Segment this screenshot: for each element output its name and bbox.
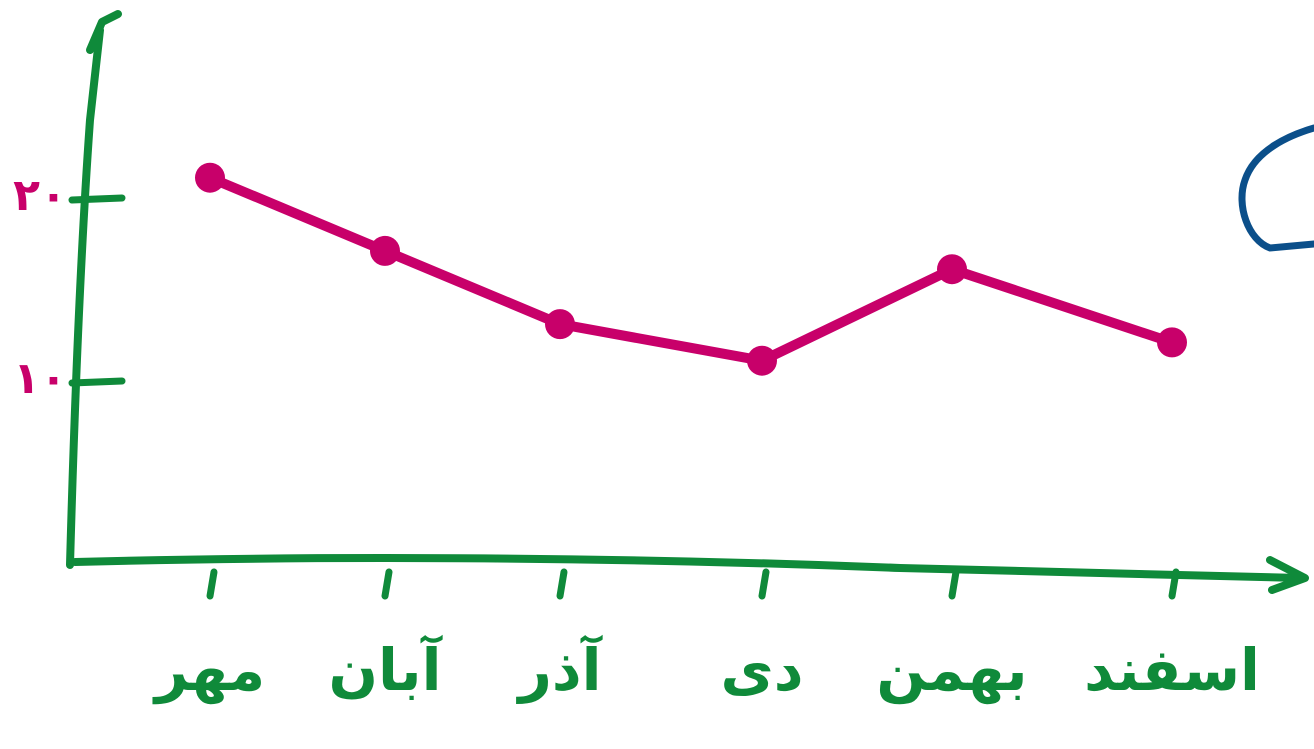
x-tick-mark-4 (948, 568, 960, 600)
x-tick-mark-2 (556, 568, 568, 600)
x-tick-mark-1 (381, 568, 393, 600)
x-tick-mark-3 (758, 568, 770, 600)
data-point-0 (195, 162, 225, 193)
y-axis-arrow (86, 10, 122, 54)
series-group (195, 162, 1187, 376)
series-line-0 (205, 172, 1177, 366)
data-point-4 (937, 254, 967, 285)
y-axis-line (66, 26, 104, 569)
data-point-3 (747, 345, 777, 376)
x-ticks (206, 568, 1180, 600)
y-tick-mark-0 (68, 377, 126, 387)
y-ticks: ۱۰ ۲۰ (13, 170, 126, 404)
x-tick-mark-5 (1168, 568, 1180, 600)
category-label-3: دی (721, 636, 804, 704)
data-point-1 (370, 235, 400, 266)
category-label-1: آبان (329, 634, 444, 704)
category-labels: مهر آبان آذر دی بهمن اسفند (152, 634, 1260, 705)
category-label-2: آذر (515, 634, 603, 704)
y-tick-label-0: ۱۰ (13, 353, 67, 404)
x-axis-line (71, 554, 1304, 582)
category-label-4: بهمن (876, 636, 1027, 705)
data-point-5 (1157, 327, 1187, 358)
stray-blue-stroke (1238, 124, 1314, 252)
x-axis-arrow (1266, 556, 1309, 594)
data-point-2 (545, 309, 575, 340)
x-tick-mark-0 (206, 568, 218, 600)
category-label-5: اسفند (1084, 636, 1260, 704)
y-tick-label-1: ۲۰ (13, 170, 67, 221)
y-tick-mark-1 (68, 194, 126, 204)
chart-axes (66, 10, 1309, 594)
category-label-0: مهر (152, 636, 265, 705)
